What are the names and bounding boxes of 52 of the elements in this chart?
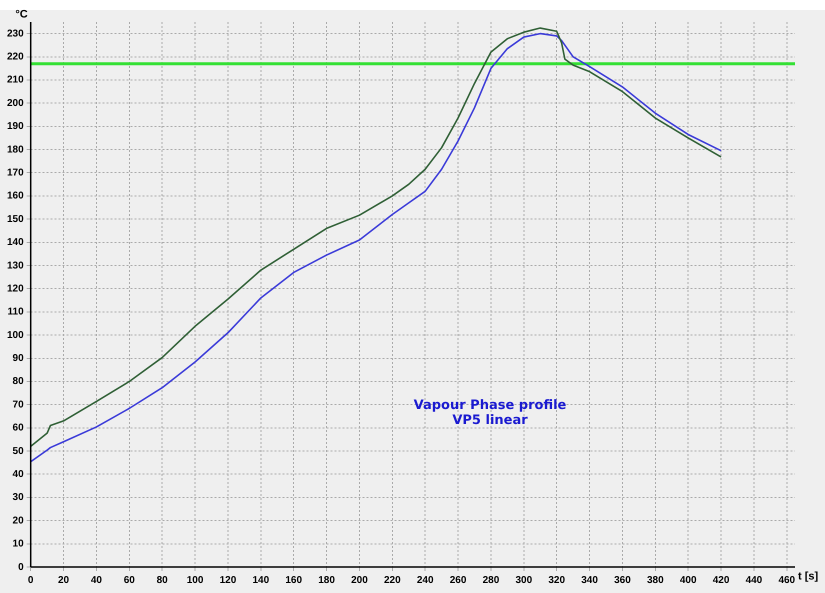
- y-tick-label: 140: [6, 237, 24, 248]
- x-tick-label: 160: [285, 574, 302, 586]
- x-tick-label: 240: [416, 574, 434, 586]
- x-tick-label: 20: [58, 574, 70, 586]
- y-tick-label: 160: [6, 190, 24, 202]
- y-tick-label: 190: [6, 121, 24, 132]
- y-tick-label: 180: [6, 144, 24, 156]
- y-tick-label: 130: [6, 260, 24, 272]
- y-tick-label: 70: [12, 399, 24, 410]
- y-tick-label: 10: [12, 538, 24, 550]
- x-tick-label: 300: [515, 574, 533, 586]
- y-tick-label: 60: [12, 422, 24, 434]
- y-tick-label: 20: [12, 515, 24, 526]
- y-tick-label: 100: [6, 330, 24, 341]
- y-tick-label: 200: [6, 98, 24, 109]
- x-tick-label: 40: [90, 574, 102, 586]
- x-tick-label: 0: [28, 574, 34, 586]
- x-tick-label: 220: [384, 574, 402, 586]
- x-axis-title: t [s]: [798, 570, 818, 583]
- x-tick-label: 460: [778, 574, 796, 586]
- x-tick-label: 420: [712, 574, 730, 586]
- y-tick-label: 120: [6, 283, 24, 294]
- y-tick-label: 150: [6, 214, 24, 225]
- x-tick-label: 80: [156, 574, 168, 586]
- y-tick-label: 80: [12, 376, 24, 388]
- y-tick-label: 220: [6, 52, 24, 63]
- x-tick-label: 260: [450, 574, 467, 586]
- x-tick-label: 180: [318, 574, 336, 586]
- y-tick-label: 110: [8, 306, 24, 318]
- y-tick-label: 40: [12, 468, 24, 480]
- x-tick-label: 340: [581, 574, 598, 586]
- y-tick-label: 170: [6, 167, 24, 178]
- x-tick-label: 100: [186, 574, 204, 586]
- x-tick-label: 320: [548, 574, 566, 586]
- y-tick-label: 230: [6, 28, 24, 40]
- y-tick-label: 50: [12, 446, 24, 457]
- x-tick-label: 60: [124, 574, 136, 586]
- y-axis-title: °C: [15, 8, 28, 21]
- x-tick-label: 140: [252, 574, 270, 586]
- y-tick-label: 0: [18, 562, 24, 573]
- x-tick-label: 360: [614, 574, 632, 586]
- x-tick-label: 380: [646, 574, 664, 586]
- x-tick-label: 440: [746, 574, 763, 586]
- annotation: VP5 linear: [451, 413, 529, 428]
- y-tick-label: 30: [12, 492, 24, 504]
- annotation: Vapour Phase profile: [412, 398, 568, 413]
- x-tick-label: 400: [680, 574, 697, 586]
- y-tick-label: 210: [6, 74, 24, 86]
- x-tick-label: 280: [482, 574, 500, 586]
- y-tick-label: 90: [12, 353, 24, 364]
- x-tick-label: 200: [351, 574, 368, 586]
- x-tick-label: 120: [220, 574, 237, 586]
